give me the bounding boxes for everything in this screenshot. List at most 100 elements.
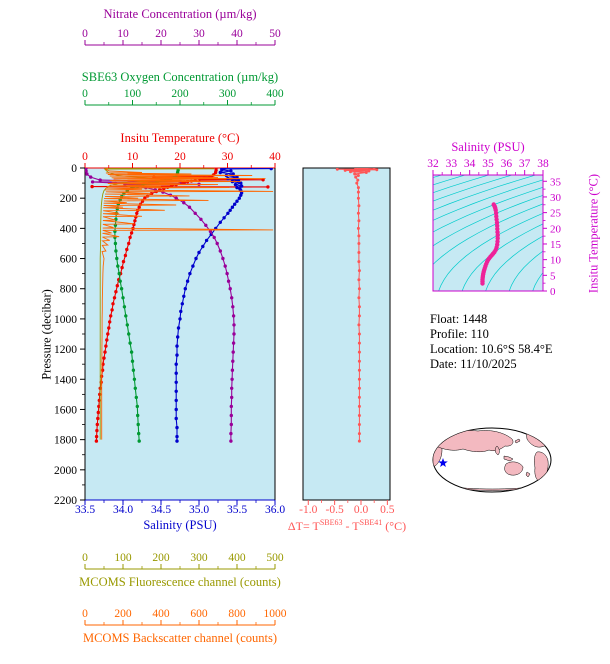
tick-label: -0.5 bbox=[326, 504, 344, 516]
tick-label: 1200 bbox=[54, 344, 77, 356]
tick-label: 35.0 bbox=[189, 504, 209, 516]
delta-t-title-sup1: SBE63 bbox=[319, 518, 343, 527]
tick-label: 2000 bbox=[54, 465, 77, 477]
delta-plot-border bbox=[302, 167, 391, 501]
ts-salinity-axis: 32 33 34 35 36 37 38 bbox=[427, 158, 549, 175]
tick-label: 800 bbox=[228, 608, 246, 620]
ts-plot-area bbox=[433, 175, 543, 291]
pressure-axis: 0 200 400 600 800 1000 1200 1400 1600 1800 2000 220… bbox=[54, 163, 276, 507]
temperature-axis: 0 10 20 30 40 bbox=[82, 151, 281, 169]
profile-info-block: Float: 1448 Profile: 110 Location: 10.6°… bbox=[430, 312, 610, 372]
tick-label: 30 bbox=[550, 192, 562, 204]
tick-label: 200 bbox=[152, 552, 170, 564]
land-japan bbox=[514, 438, 521, 444]
tick-label: 50 bbox=[269, 28, 281, 40]
tick-label: 20 bbox=[155, 28, 167, 40]
tick-label: 30 bbox=[193, 28, 205, 40]
delta-t-curve bbox=[335, 168, 379, 443]
land-indonesia bbox=[503, 455, 514, 462]
tick-label: 40 bbox=[269, 151, 281, 163]
ts-salinity-axis-title: Salinity (PSU) bbox=[451, 140, 525, 154]
tick-label: 200 bbox=[60, 193, 78, 205]
land-australia bbox=[504, 461, 524, 476]
tick-label: 1600 bbox=[54, 404, 77, 416]
land-india bbox=[494, 445, 500, 456]
profile-location: Location: 10.6°S 58.4°E bbox=[430, 342, 553, 356]
tick-label: 400 bbox=[60, 223, 78, 235]
tick-label: 1800 bbox=[54, 435, 77, 447]
float-id: Float: 1448 bbox=[430, 312, 488, 326]
tick-label: 35.5 bbox=[227, 504, 247, 516]
tick-label: 1000 bbox=[264, 608, 287, 620]
temperature-axis-title: Insitu Temperature (°C) bbox=[120, 131, 240, 145]
tick-label: 600 bbox=[190, 608, 208, 620]
tick-label: 600 bbox=[60, 254, 78, 266]
series-backscatter bbox=[101, 168, 274, 440]
tick-label: 40 bbox=[231, 28, 243, 40]
ts-curve bbox=[480, 202, 500, 286]
tick-label: 0.0 bbox=[354, 504, 369, 516]
pressure-axis-title: Pressure (decibar) bbox=[39, 289, 54, 380]
tick-label: 100 bbox=[124, 88, 142, 100]
tick-label: 200 bbox=[114, 608, 132, 620]
land-new-zealand bbox=[525, 471, 531, 478]
nitrate-axis: 0 10 20 30 40 50 bbox=[82, 28, 281, 46]
tick-label: 32 bbox=[427, 158, 439, 170]
delta-plot-area bbox=[303, 168, 390, 500]
delta-t-title-post: (°C) bbox=[382, 519, 407, 533]
tick-label: 37 bbox=[519, 158, 531, 170]
delta-t-axis: -1.0 -0.5 0.0 0.5 bbox=[299, 500, 395, 516]
tick-label: 0 bbox=[82, 608, 88, 620]
salinity-axis-title: Salinity (PSU) bbox=[143, 518, 217, 532]
tick-label: 30 bbox=[222, 151, 234, 163]
tick-label: 20 bbox=[174, 151, 186, 163]
fluorescence-axis: 0 100 200 300 400 500 bbox=[82, 552, 284, 570]
oxygen-axis-title: SBE63 Oxygen Concentration (µm/kg) bbox=[81, 70, 279, 84]
tick-label: 400 bbox=[152, 608, 170, 620]
tick-label: 34.0 bbox=[113, 504, 133, 516]
tick-label: 800 bbox=[60, 284, 78, 296]
tick-label: 0 bbox=[550, 286, 556, 298]
backscatter-axis: 0 200 400 600 800 1000 bbox=[82, 608, 287, 626]
tick-label: 0.5 bbox=[380, 504, 395, 516]
tick-label: 200 bbox=[171, 88, 189, 100]
land-south-america bbox=[534, 451, 549, 482]
land-eurasia bbox=[435, 430, 514, 453]
tick-label: 34.5 bbox=[151, 504, 171, 516]
tick-label: 300 bbox=[190, 552, 208, 564]
tick-label: 33 bbox=[446, 158, 458, 170]
tick-label: 0 bbox=[82, 88, 88, 100]
tick-label: 0 bbox=[82, 552, 88, 564]
salinity-axis: 33.5 34.0 34.5 35.0 35.5 36.0 bbox=[75, 499, 285, 516]
tick-label: 10 bbox=[117, 28, 129, 40]
tick-label: 15 bbox=[550, 239, 562, 251]
delta-t-title-mid: - T bbox=[342, 519, 360, 533]
series-fluorescence bbox=[99, 168, 215, 440]
tick-label: 34 bbox=[464, 158, 476, 170]
tick-label: 10 bbox=[127, 151, 139, 163]
tick-label: 400 bbox=[228, 552, 246, 564]
tick-label: 33.5 bbox=[75, 504, 95, 516]
nitrate-axis-title: Nitrate Concentration (µm/kg) bbox=[103, 7, 257, 21]
tick-label: 25 bbox=[550, 208, 562, 220]
delta-t-title-sup2: SBE41 bbox=[359, 518, 383, 527]
tick-label: 500 bbox=[266, 552, 284, 564]
world-map bbox=[432, 427, 552, 493]
profile-curves bbox=[85, 168, 274, 443]
tick-label: 38 bbox=[537, 158, 549, 170]
profile-date: Date: 11/10/2025 bbox=[430, 357, 517, 371]
tick-label: 400 bbox=[266, 88, 284, 100]
density-contours bbox=[433, 175, 543, 291]
tick-label: 36.0 bbox=[265, 504, 285, 516]
float-location-star-icon bbox=[438, 458, 448, 467]
tick-label: 0 bbox=[82, 151, 88, 163]
tick-label: 5 bbox=[550, 270, 556, 282]
tick-label: 1400 bbox=[54, 374, 77, 386]
tick-label: 10 bbox=[550, 255, 562, 267]
backscatter-axis-title: MCOMS Backscatter channel (counts) bbox=[82, 631, 278, 645]
fluorescence-axis-title: MCOMS Fluorescence channel (counts) bbox=[79, 575, 281, 589]
main-plot-area bbox=[85, 168, 275, 500]
tick-label: 300 bbox=[219, 88, 237, 100]
